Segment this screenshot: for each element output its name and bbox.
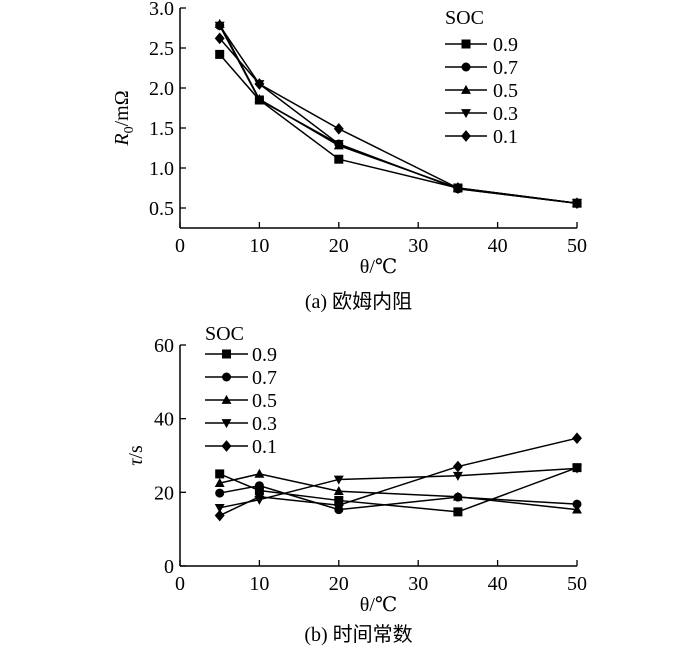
data-point-0.1 (214, 32, 225, 45)
data-point-0.3 (452, 471, 463, 481)
data-point-0.7 (572, 499, 582, 509)
x-tick-label: 30 (408, 573, 428, 595)
y-tick-label: 0.5 (149, 198, 174, 220)
data-point-0.7 (215, 488, 225, 498)
figure-caption: (a) 欧姆内阻 (305, 290, 412, 313)
series-line-0.1 (219, 37, 578, 204)
y-axis-label: R0/mΩ (111, 90, 137, 146)
legend-marker (221, 440, 232, 452)
data-point-0.9 (453, 507, 463, 517)
x-tick-label: 10 (249, 573, 269, 595)
legend-title: SOC (205, 323, 244, 345)
series-line-0.7 (219, 25, 578, 204)
y-tick-label: 60 (154, 335, 174, 357)
x-tick-label: 0 (175, 573, 185, 595)
legend-marker (461, 130, 471, 142)
y-tick-label: 40 (154, 409, 174, 431)
y-tick-label: 2.5 (149, 38, 174, 60)
y-tick-label: 1.0 (149, 158, 174, 180)
y-tick-label: 2.0 (149, 78, 174, 100)
legend-marker (461, 62, 471, 72)
data-point-0.5 (254, 468, 265, 478)
data-point-0.5 (572, 504, 582, 514)
y-tick-label: 1.5 (149, 118, 174, 140)
x-tick-label: 50 (567, 235, 587, 257)
x-axis-label: θ/℃ (360, 256, 398, 278)
data-point-0.7 (254, 481, 264, 491)
series-line-0.9 (219, 53, 578, 204)
data-point-0.9 (215, 49, 225, 59)
data-point-0.1 (333, 122, 344, 135)
data-point-0.1 (572, 432, 582, 445)
y-tick-label: 0 (164, 556, 174, 578)
legend-label: 0.1 (493, 126, 518, 148)
data-point-0.3 (333, 140, 344, 150)
x-tick-label: 50 (567, 573, 587, 595)
x-tick-label: 0 (175, 235, 185, 257)
legend: SOC 0.90.70.50.30.1 (445, 7, 518, 148)
data-point-0.3 (214, 503, 225, 513)
figure-caption: (b) 时间常数 (304, 623, 412, 646)
data-point-0.1 (452, 182, 463, 194)
legend-label: 0.9 (493, 34, 518, 56)
legend-label: 0.7 (493, 57, 518, 79)
data-point-0.9 (254, 485, 264, 495)
legend-label: 0.3 (252, 413, 277, 435)
legend-label: 0.1 (252, 436, 277, 458)
data-point-0.5 (333, 486, 344, 496)
data-point-0.3 (572, 464, 582, 474)
legend-marker (221, 394, 232, 404)
y-axis-label: τ/s (125, 445, 147, 466)
data-point-0.1 (214, 509, 225, 522)
legend-label: 0.5 (493, 80, 518, 102)
chart-panel-a: 0 10 20 30 40 50 0.5 1.0 1.5 2.0 2.5 3.0 θ/℃ R0/mΩ (a)… (111, 0, 587, 313)
data-point-0.9 (334, 154, 344, 164)
x-tick-label: 20 (329, 573, 349, 595)
y-tick-label: 20 (154, 482, 174, 504)
legend-marker (221, 419, 232, 429)
data-point-0.5 (214, 477, 225, 487)
x-tick-label: 30 (408, 235, 428, 257)
data-point-0.1 (254, 78, 265, 90)
legend-label: 0.3 (493, 103, 518, 125)
data-point-0.5 (452, 491, 463, 501)
x-tick-label: 10 (249, 235, 269, 257)
data-point-0.9 (215, 469, 225, 479)
legend-marker (222, 372, 231, 382)
x-axis-label: θ/℃ (360, 594, 398, 616)
y-tick-label: 3.0 (149, 0, 174, 20)
legend-marker (461, 84, 471, 94)
legend-label: 0.7 (252, 367, 277, 389)
data-point-0.1 (452, 460, 463, 473)
data-point-0.5 (254, 94, 265, 104)
legend-title: SOC (445, 7, 484, 29)
data-point-0.3 (333, 475, 344, 485)
data-point-0.1 (572, 197, 582, 210)
legend-label: 0.9 (252, 344, 277, 366)
data-point-0.1 (333, 499, 344, 512)
legend-marker (461, 39, 471, 49)
legend-marker (461, 109, 471, 119)
x-tick-label: 20 (329, 235, 349, 257)
legend: SOC 0.90.70.50.30.1 (205, 323, 277, 458)
series-line-0.3 (219, 25, 578, 204)
x-tick-label: 40 (488, 573, 508, 595)
data-point-0.3 (214, 21, 225, 31)
data-point-0.1 (254, 490, 265, 503)
x-tick-label: 40 (488, 235, 508, 257)
legend-marker (222, 349, 231, 359)
series-line-0.5 (219, 23, 578, 204)
legend-label: 0.5 (252, 390, 277, 412)
